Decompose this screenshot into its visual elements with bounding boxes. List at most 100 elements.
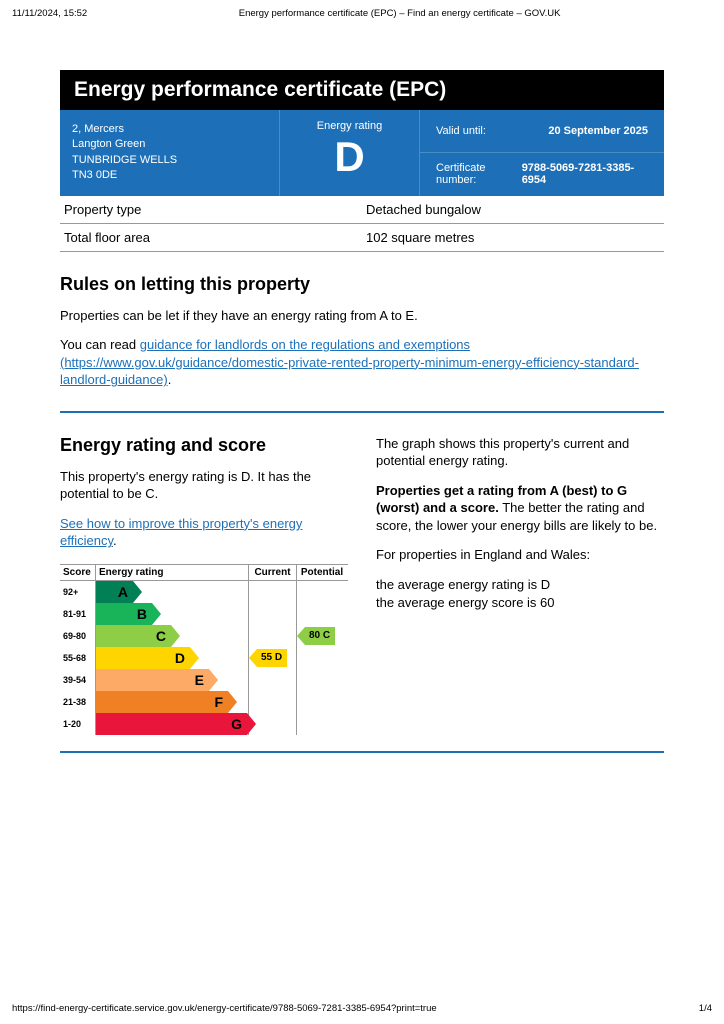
energy-right-p4a: the average energy rating is D bbox=[376, 576, 664, 594]
rules-p1: Properties can be let if they have an en… bbox=[60, 307, 664, 325]
chart-row: 81-91B bbox=[60, 603, 348, 625]
rating-chart: Score Energy rating Current Potential 92… bbox=[60, 564, 348, 735]
address-line: TN3 0DE bbox=[72, 168, 267, 183]
chart-header-potential: Potential bbox=[297, 565, 347, 580]
energy-left-link-p: See how to improve this property's energ… bbox=[60, 515, 348, 550]
address-line: TUNBRIDGE WELLS bbox=[72, 153, 267, 168]
chart-header: Score Energy rating Current Potential bbox=[60, 564, 348, 581]
bar-cell: D bbox=[96, 647, 249, 669]
potential-cell bbox=[297, 691, 347, 713]
cert-number-value: 9788-5069-7281-3385-6954 bbox=[522, 162, 648, 186]
bar-cell: A bbox=[96, 581, 249, 603]
meta-column: Valid until: 20 September 2025 Certifica… bbox=[420, 110, 664, 196]
bar-cell: B bbox=[96, 603, 249, 625]
score-cell: 81-91 bbox=[60, 603, 96, 625]
energy-heading: Energy rating and score bbox=[60, 435, 348, 456]
cert-number-label: Certificate number: bbox=[436, 162, 522, 186]
current-cell bbox=[249, 713, 297, 735]
current-tag: 55 D bbox=[257, 649, 287, 667]
energy-right-p3: For properties in England and Wales: bbox=[376, 546, 664, 564]
rating-bar-c: C bbox=[96, 625, 171, 647]
chart-header-rating: Energy rating bbox=[96, 565, 249, 580]
potential-cell bbox=[297, 713, 347, 735]
energy-left-p1: This property's energy rating is D. It h… bbox=[60, 468, 348, 503]
valid-until-value: 20 September 2025 bbox=[548, 125, 648, 137]
score-cell: 39-54 bbox=[60, 669, 96, 691]
property-table: Property typeDetached bungalowTotal floo… bbox=[60, 196, 664, 252]
rating-label: Energy rating bbox=[292, 120, 407, 132]
rating-bar-f: F bbox=[96, 691, 228, 713]
chart-row: 39-54E bbox=[60, 669, 348, 691]
footer-url: https://find-energy-certificate.service.… bbox=[12, 1003, 437, 1014]
current-cell bbox=[249, 669, 297, 691]
score-cell: 69-80 bbox=[60, 625, 96, 647]
property-label: Total floor area bbox=[60, 223, 362, 251]
chart-row: 21-38F bbox=[60, 691, 348, 713]
improve-efficiency-link[interactable]: See how to improve this property's energ… bbox=[60, 516, 302, 549]
rules-heading: Rules on letting this property bbox=[60, 274, 664, 295]
chart-header-current: Current bbox=[249, 565, 297, 580]
potential-cell bbox=[297, 581, 347, 603]
current-cell bbox=[249, 603, 297, 625]
rules-p2-prefix: You can read bbox=[60, 337, 140, 352]
bar-cell: E bbox=[96, 669, 249, 691]
potential-cell bbox=[297, 647, 347, 669]
valid-until-row: Valid until: 20 September 2025 bbox=[420, 110, 664, 153]
score-cell: 55-68 bbox=[60, 647, 96, 669]
rating-bar-d: D bbox=[96, 647, 190, 669]
chart-row: 69-80C 80 C bbox=[60, 625, 348, 647]
energy-right-p1: The graph shows this property's current … bbox=[376, 435, 664, 470]
chart-rows: 92+A81-91B69-80C 80 C 55-68D 55 D 39-54E21-3… bbox=[60, 581, 348, 735]
bar-cell: F bbox=[96, 691, 249, 713]
print-header-title: Energy performance certificate (EPC) – F… bbox=[239, 8, 561, 19]
score-cell: 92+ bbox=[60, 581, 96, 603]
rules-p2-suffix: . bbox=[168, 372, 172, 387]
energy-left-link-tail: . bbox=[113, 533, 117, 548]
property-value: 102 square metres bbox=[362, 223, 664, 251]
property-label: Property type bbox=[60, 196, 362, 224]
energy-left-col: Energy rating and score This property's … bbox=[60, 413, 348, 735]
score-cell: 1-20 bbox=[60, 713, 96, 735]
footer-page: 1/4 bbox=[699, 1003, 712, 1014]
current-cell bbox=[249, 625, 297, 647]
print-footer: https://find-energy-certificate.service.… bbox=[12, 1003, 712, 1014]
chart-row: 55-68D 55 D bbox=[60, 647, 348, 669]
print-header: 11/11/2024, 15:52 Energy performance cer… bbox=[12, 8, 712, 19]
section-divider bbox=[60, 751, 664, 753]
energy-right-p2: Properties get a rating from A (best) to… bbox=[376, 482, 664, 535]
potential-cell bbox=[297, 603, 347, 625]
rating-bar-e: E bbox=[96, 669, 209, 691]
page-title: Energy performance certificate (EPC) bbox=[60, 70, 664, 110]
rating-bar-a: A bbox=[96, 581, 133, 603]
rating-cell: Energy rating D bbox=[280, 110, 420, 196]
current-cell bbox=[249, 691, 297, 713]
energy-two-col: Energy rating and score This property's … bbox=[60, 413, 664, 735]
print-datetime: 11/11/2024, 15:52 bbox=[12, 8, 87, 19]
energy-right-p4b: the average energy score is 60 bbox=[376, 594, 664, 612]
potential-tag: 80 C bbox=[305, 627, 335, 645]
valid-until-label: Valid until: bbox=[436, 125, 486, 137]
energy-right-col: The graph shows this property's current … bbox=[376, 413, 664, 735]
potential-cell bbox=[297, 669, 347, 691]
property-value: Detached bungalow bbox=[362, 196, 664, 224]
property-row: Total floor area102 square metres bbox=[60, 223, 664, 251]
rating-bar-g: G bbox=[96, 713, 247, 735]
summary-grid: 2, Mercers Langton Green TUNBRIDGE WELLS… bbox=[60, 110, 664, 196]
potential-cell: 80 C bbox=[297, 625, 347, 647]
address-cell: 2, Mercers Langton Green TUNBRIDGE WELLS… bbox=[60, 110, 280, 196]
score-cell: 21-38 bbox=[60, 691, 96, 713]
bar-cell: C bbox=[96, 625, 249, 647]
rating-bar-b: B bbox=[96, 603, 152, 625]
bar-cell: G bbox=[96, 713, 249, 735]
cert-number-row: Certificate number: 9788-5069-7281-3385-… bbox=[420, 153, 664, 195]
landlord-guidance-link[interactable]: guidance for landlords on the regulation… bbox=[60, 337, 639, 387]
address-line: Langton Green bbox=[72, 137, 267, 152]
current-cell bbox=[249, 581, 297, 603]
chart-row: 1-20G bbox=[60, 713, 348, 735]
property-row: Property typeDetached bungalow bbox=[60, 196, 664, 224]
rules-p2: You can read guidance for landlords on t… bbox=[60, 336, 664, 389]
address-line: 2, Mercers bbox=[72, 122, 267, 137]
chart-header-score: Score bbox=[60, 565, 96, 580]
chart-row: 92+A bbox=[60, 581, 348, 603]
rating-letter: D bbox=[292, 136, 407, 178]
